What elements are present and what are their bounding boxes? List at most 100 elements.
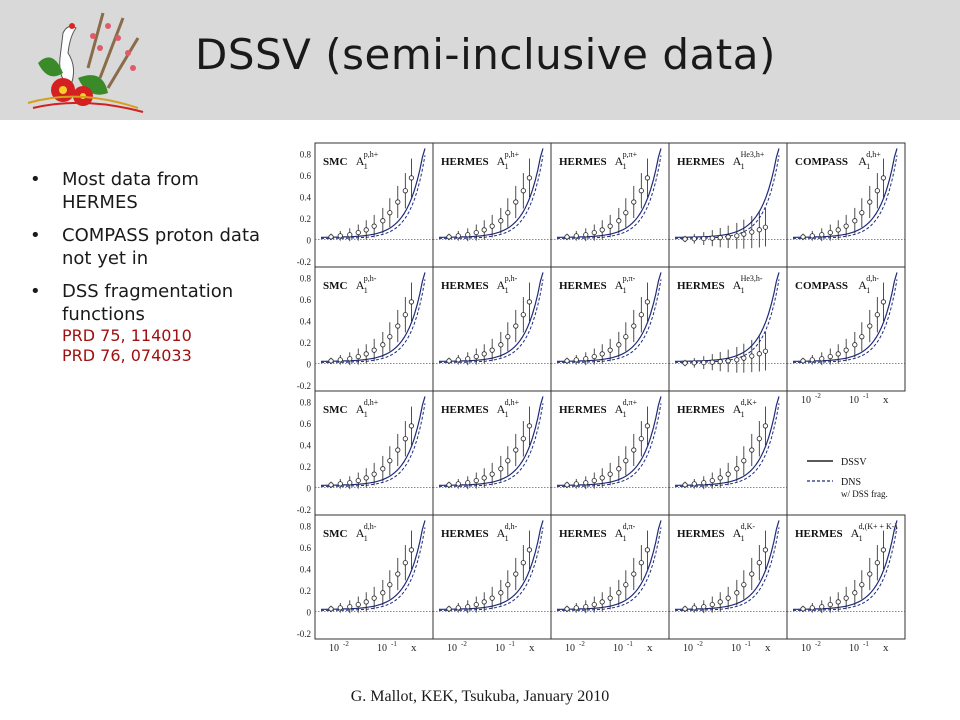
panel-sub-label: 1: [364, 534, 368, 543]
data-point: [520, 188, 526, 194]
panel-asym-label: A: [733, 526, 742, 540]
data-point: [741, 231, 747, 237]
panel-sup-label: p,h+: [364, 150, 379, 159]
data-point: [631, 447, 637, 453]
data-point: [701, 480, 707, 486]
panel-frame: [786, 266, 906, 392]
panel-asym-label: A: [356, 402, 365, 416]
data-point: [473, 601, 479, 608]
data-point: [498, 466, 504, 472]
data-point: [843, 595, 849, 601]
data-point: [363, 475, 369, 481]
panel-sup-label: He3,h-: [741, 274, 763, 283]
panel-asym-label: A: [497, 402, 506, 416]
data-point: [328, 606, 334, 612]
data-point: [867, 571, 873, 577]
data-point: [880, 299, 886, 305]
y-tick-label: -0.2: [297, 257, 311, 267]
panel-frame: [432, 266, 552, 392]
data-point: [701, 604, 707, 610]
x-tick-label: -2: [461, 640, 467, 648]
dns-curve: [675, 527, 780, 611]
data-point: [859, 582, 865, 588]
panel-frame: [432, 142, 552, 268]
data-point: [874, 312, 880, 318]
x-tick-label: -1: [391, 640, 397, 648]
data-point: [465, 356, 471, 362]
data-point: [709, 359, 715, 365]
data-point: [455, 357, 461, 363]
panel-frame: [668, 390, 788, 516]
panel-asym-label: A: [615, 526, 624, 540]
panel-sup-label: d,h+: [866, 150, 881, 159]
panel-experiment-label: SMC: [323, 280, 348, 292]
data-point: [874, 188, 880, 194]
panel-frame: [314, 142, 434, 268]
data-point: [505, 458, 511, 464]
data-point: [691, 360, 697, 366]
data-point: [741, 582, 747, 588]
y-tick-label: 0.2: [300, 462, 311, 472]
data-point: [607, 595, 613, 601]
data-point: [819, 232, 825, 238]
data-point: [709, 477, 715, 484]
data-point: [691, 236, 697, 242]
data-point: [387, 334, 393, 340]
panel-frame: [550, 142, 670, 268]
data-point: [526, 175, 532, 181]
panel-sub-label: 1: [623, 162, 627, 171]
panel-experiment-label: HERMES: [559, 156, 607, 168]
panel-frame: [314, 266, 434, 392]
data-point: [526, 547, 532, 553]
y-tick-label: 0: [307, 484, 312, 494]
panel-experiment-label: COMPASS: [795, 156, 848, 168]
panel-sub-label: 1: [859, 534, 863, 543]
data-point: [505, 582, 511, 588]
data-point: [328, 358, 334, 364]
panel-sub-label: 1: [866, 162, 870, 171]
data-point: [402, 560, 408, 566]
data-point: [520, 312, 526, 318]
panel-experiment-label: HERMES: [559, 280, 607, 292]
data-point: [347, 232, 353, 238]
panel-asym-label: A: [858, 278, 867, 292]
data-point: [473, 353, 479, 360]
x-axis-label: x: [765, 642, 771, 654]
panel-asym-label: A: [356, 278, 365, 292]
y-tick-label: 0: [307, 608, 312, 618]
data-point: [599, 475, 605, 481]
data-point: [867, 199, 873, 205]
data-point: [371, 347, 377, 353]
data-point: [762, 547, 768, 553]
panel-sub-label: 1: [623, 534, 627, 543]
data-point: [505, 334, 511, 340]
panel-experiment-label: SMC: [323, 404, 348, 416]
panel-experiment-label: HERMES: [441, 528, 489, 540]
x-tick-label: 10: [683, 643, 693, 654]
data-point: [446, 482, 452, 488]
data-point: [363, 351, 369, 357]
data-point: [874, 560, 880, 566]
data-point: [691, 481, 697, 487]
panel-sub-label: 1: [505, 534, 509, 543]
panel-experiment-label: SMC: [323, 156, 348, 168]
data-point: [859, 210, 865, 216]
x-tick-label: 10: [849, 395, 859, 406]
data-point: [623, 458, 629, 464]
data-point: [725, 358, 731, 364]
data-point: [505, 210, 511, 216]
x-tick-label: -1: [745, 640, 751, 648]
data-point: [573, 357, 579, 363]
x-tick-label: 10: [801, 395, 811, 406]
data-point: [408, 299, 414, 305]
data-point: [328, 234, 334, 240]
data-point: [380, 590, 386, 596]
data-point: [880, 175, 886, 181]
panel-frame: [314, 390, 434, 516]
data-point: [328, 482, 334, 488]
x-tick-label: -1: [627, 640, 633, 648]
data-point: [809, 233, 815, 239]
data-point: [631, 199, 637, 205]
data-point: [859, 334, 865, 340]
legend-dssv-label: DSSV: [841, 457, 867, 468]
